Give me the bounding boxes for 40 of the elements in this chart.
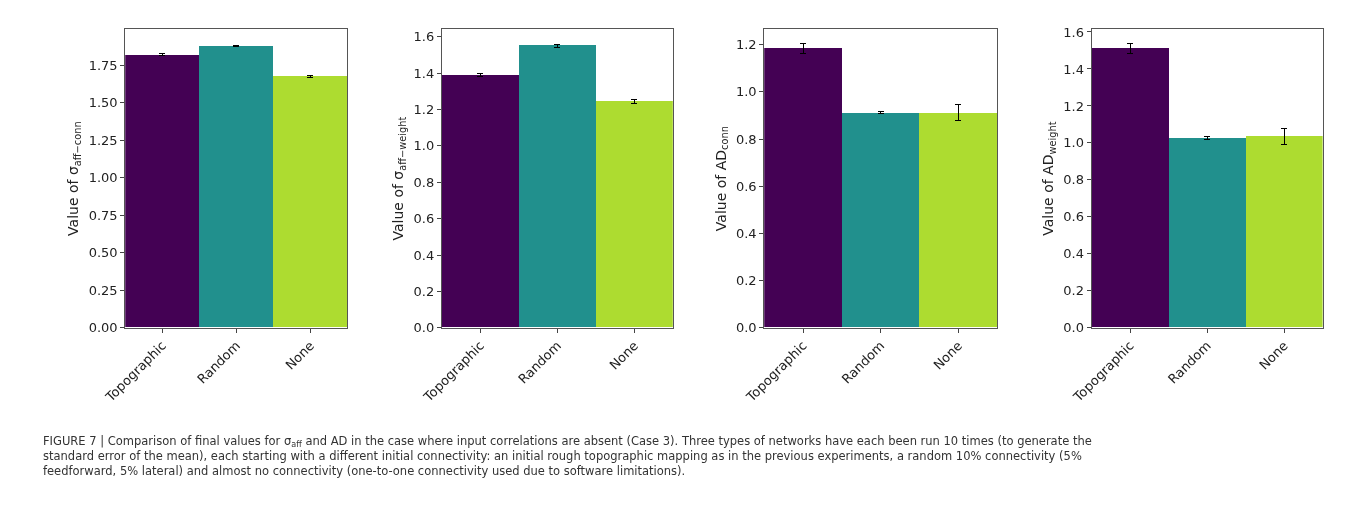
y-tick-label: 0.2 <box>735 273 757 289</box>
y-tick-label: 1.2 <box>735 37 757 53</box>
y-tick-label: 0.4 <box>1063 246 1084 262</box>
y-tick-label: 0.6 <box>413 211 435 227</box>
y-tick-label: 0.75 <box>88 207 118 223</box>
y-tick-label: 0.50 <box>88 245 118 261</box>
y-tick-label: 0.0 <box>1063 320 1084 336</box>
y-tick-label: 1.4 <box>1063 61 1084 77</box>
y-tick-label: 1.25 <box>88 132 118 148</box>
y-tick-label: 1.0 <box>1063 135 1084 151</box>
y-tick-label: 1.50 <box>88 95 118 111</box>
bar <box>1245 136 1323 328</box>
y-tick-label: 0.0 <box>413 320 435 336</box>
bar <box>1168 138 1246 328</box>
y-tick-label: 0.6 <box>735 178 757 194</box>
y-tick-label: 1.6 <box>413 29 435 45</box>
y-tick-label: 1.00 <box>88 170 118 186</box>
y-tick-label: 0.4 <box>413 247 435 263</box>
y-tick-label: 1.4 <box>413 65 435 81</box>
y-tick-label: 1.2 <box>413 102 435 118</box>
y-tick-label: 1.6 <box>1063 24 1084 40</box>
y-tick-label: 0.2 <box>1063 283 1084 299</box>
bar <box>518 45 596 328</box>
y-tick-label: 1.75 <box>88 57 118 73</box>
bar <box>441 75 519 328</box>
y-tick-label: 0.8 <box>413 174 435 190</box>
y-tick-label: 0.8 <box>1063 172 1084 188</box>
y-tick-label: 0.25 <box>88 282 118 298</box>
y-tick-label: 1.2 <box>1063 98 1084 114</box>
bar <box>1091 48 1169 328</box>
y-tick-label: 0.8 <box>735 131 757 147</box>
y-tick-label: 0.4 <box>735 226 757 242</box>
y-tick-label: 0.2 <box>413 284 435 300</box>
caption: FIGURE 7 | Comparison of final values for σ$_{aff}$ and AD in the case where input correlations are absent (Case 3). Three types of networks have each been run 10 times (to generate the standard error of the mean), each starting with a different initial connectivity: an initial rough topographic mapping as in the previous experiments, a random 10% connectivity (5% feedforward, 5% lateral) and almost no connectivity (one-to-one connectivity used due to software limitations). <box>43 434 1092 478</box>
bar <box>595 101 673 328</box>
y-tick-label: 0.00 <box>88 320 118 336</box>
y-tick-label: 0.6 <box>1063 209 1084 225</box>
y-tick-label: 1.0 <box>735 84 757 100</box>
y-tick-label: 0.0 <box>735 320 757 336</box>
y-tick-label: 1.0 <box>413 138 435 154</box>
